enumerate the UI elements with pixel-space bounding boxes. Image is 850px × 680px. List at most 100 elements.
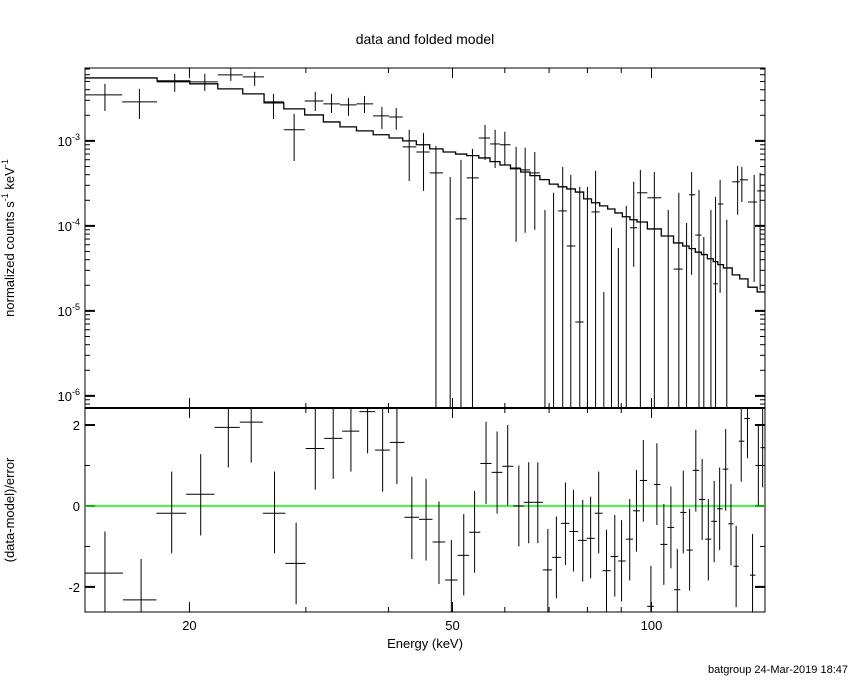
data-point	[402, 129, 417, 181]
residual-point	[305, 408, 325, 490]
residual-point	[578, 499, 587, 582]
residual-point	[686, 508, 693, 591]
top-panel: 10-310-410-510-6	[58, 67, 766, 612]
y-tick-exponent: -4	[72, 217, 80, 227]
residual-point	[85, 531, 124, 612]
y-tick-base: 10	[58, 389, 72, 404]
data-point	[558, 166, 567, 408]
y-tick-base: 10	[58, 134, 72, 149]
data-point	[717, 179, 724, 293]
residual-point	[711, 480, 717, 563]
residual-point	[552, 516, 561, 599]
residual-point	[502, 425, 514, 506]
data-point	[673, 192, 683, 408]
residual-y-axis-label: (data-model)/error	[2, 457, 17, 562]
residual-point	[674, 548, 681, 612]
residual-point	[569, 489, 579, 572]
residual-point	[523, 462, 534, 544]
residual-point	[542, 529, 553, 612]
residual-point	[513, 465, 524, 547]
residual-point	[760, 408, 765, 488]
residual-y-tick-label: 0	[73, 499, 80, 514]
residual-point	[738, 408, 745, 482]
residual-plot-frame	[84, 407, 766, 613]
data-point	[637, 169, 648, 408]
chart-title: data and folded model	[356, 31, 495, 47]
residual-point	[491, 431, 503, 514]
residual-point	[560, 482, 570, 566]
residual-point	[744, 408, 751, 459]
data-point	[575, 186, 584, 408]
data-point	[416, 132, 430, 191]
residual-point	[324, 408, 343, 479]
y-tick-exponent: -3	[72, 132, 80, 142]
data-point	[630, 181, 638, 267]
x-tick-label: 50	[445, 618, 459, 633]
y-tick-label: 10-3	[58, 132, 80, 149]
residual-point	[639, 439, 648, 522]
residual-point	[594, 471, 603, 554]
data-point	[373, 106, 390, 129]
residual-point	[156, 471, 187, 554]
data-point	[157, 73, 190, 92]
residual-point	[660, 503, 668, 585]
x-tick-label: 20	[182, 618, 196, 633]
residual-point	[633, 469, 640, 552]
residual-point	[653, 443, 661, 525]
data-point	[757, 172, 765, 291]
residual-point	[586, 496, 595, 579]
data-point	[242, 71, 265, 86]
y-tick-base: 10	[58, 219, 72, 234]
data-point	[566, 174, 576, 408]
residual-point	[418, 478, 433, 561]
data-point	[591, 170, 600, 408]
residual-point	[375, 408, 390, 492]
residual-point	[692, 429, 699, 512]
data-point	[499, 131, 511, 166]
residual-point	[750, 533, 756, 612]
residual-point	[618, 520, 626, 602]
residual-point	[342, 408, 360, 472]
data-point	[466, 148, 479, 408]
y-label-exp1: -1	[0, 193, 10, 201]
residual-point	[602, 529, 611, 612]
residual-point	[728, 484, 734, 566]
residual-y-tick-label: -2	[68, 580, 80, 595]
data-point	[339, 97, 357, 116]
data-point	[122, 88, 158, 119]
residual-point	[722, 429, 729, 511]
residual-point	[262, 471, 286, 554]
residual-y-tick-label: 2	[73, 418, 80, 433]
data-point	[695, 189, 702, 408]
residual-point	[469, 490, 481, 573]
data-point	[264, 93, 284, 119]
residual-point	[647, 565, 654, 612]
residual-point	[445, 539, 458, 612]
x-axis-label: Energy (keV)	[387, 636, 463, 651]
data-point	[323, 93, 340, 113]
residual-point	[389, 408, 405, 485]
data-point	[529, 151, 540, 230]
residual-point	[214, 408, 240, 468]
residual-point	[285, 522, 306, 605]
residual-point	[625, 499, 634, 581]
residual-point	[533, 462, 543, 544]
data-point	[510, 146, 521, 242]
residual-point	[457, 514, 470, 596]
residual-point	[480, 421, 492, 504]
y-label-main: normalized counts s	[2, 201, 17, 317]
y-tick-exponent: -6	[72, 387, 80, 397]
data-point	[647, 172, 662, 408]
data-point	[713, 196, 718, 408]
data-point	[732, 165, 740, 215]
data-point	[356, 95, 374, 113]
residual-point	[680, 470, 687, 554]
residual-point	[716, 467, 723, 551]
residual-point	[733, 525, 739, 608]
residual-point	[359, 408, 376, 454]
data-point	[455, 159, 467, 408]
y-label-exp2: -1	[0, 159, 10, 167]
data-point	[304, 91, 324, 111]
y-tick-label: 10-6	[58, 387, 80, 404]
